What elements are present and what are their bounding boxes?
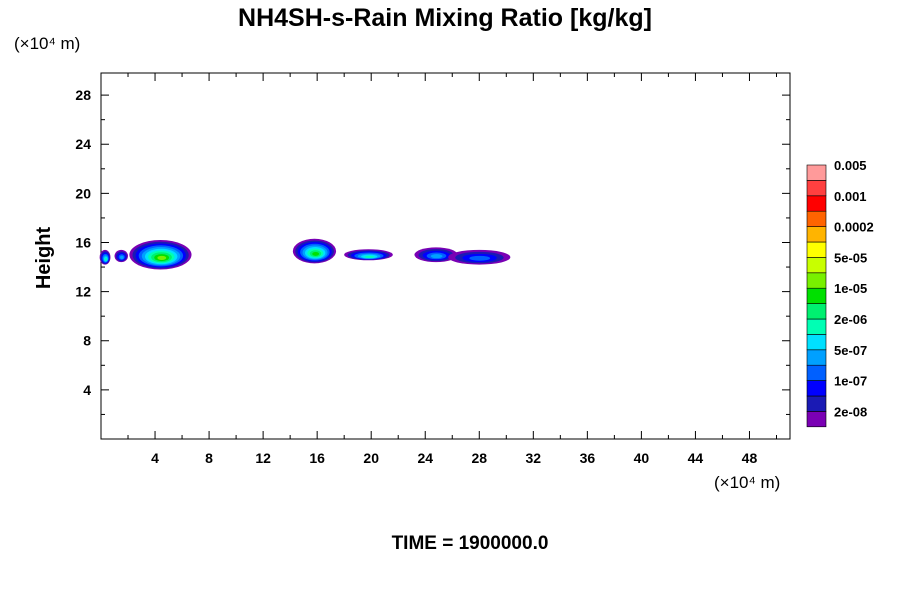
- colorbar-swatch: [806, 380, 827, 397]
- x-tick-label: 12: [255, 450, 271, 466]
- colorbar-swatch: [806, 287, 827, 304]
- colorbar-swatch: [806, 349, 827, 366]
- x-unit-label: (×10⁴ m): [714, 473, 780, 492]
- colorbar-label: 2e-06: [834, 312, 867, 327]
- y-axis-label: Height: [33, 227, 55, 290]
- contour-level: [104, 257, 108, 261]
- colorbar-swatch: [806, 257, 827, 274]
- contour-level: [430, 254, 443, 259]
- contour-level: [312, 251, 320, 256]
- colorbar-swatch: [806, 241, 827, 258]
- colorbar-swatch: [806, 195, 827, 212]
- colorbar-label: 0.005: [834, 158, 867, 173]
- x-tick-label: 24: [417, 450, 433, 466]
- x-tick-label: 48: [742, 450, 758, 466]
- y-tick-label: 12: [75, 284, 91, 300]
- contour-blob: [114, 249, 129, 263]
- colorbar-swatch: [806, 272, 827, 289]
- x-tick-label: 44: [688, 450, 704, 466]
- colorbar-swatch: [806, 364, 827, 381]
- colorbar-swatch: [806, 303, 827, 320]
- colorbar-swatch: [806, 395, 827, 412]
- colorbar-label: 0.001: [834, 189, 867, 204]
- y-unit-label: (×10⁴ m): [14, 34, 80, 53]
- contour-blob: [414, 247, 458, 263]
- colorbar-swatch: [806, 164, 827, 181]
- chart-title: NH4SH-s-Rain Mixing Ratio [kg/kg]: [238, 4, 652, 32]
- colorbar-label: 1e-07: [834, 374, 867, 389]
- colorbar-swatch: [806, 334, 827, 351]
- colorbar-swatch: [806, 226, 827, 243]
- contour-features: [99, 238, 511, 270]
- colorbar-label: 2e-08: [834, 404, 867, 419]
- colorbar-swatch: [806, 180, 827, 197]
- colorbar-label: 1e-05: [834, 281, 867, 296]
- colorbar-label: 5e-07: [834, 343, 867, 358]
- x-tick-label: 28: [471, 450, 487, 466]
- x-tick-label: 8: [205, 450, 213, 466]
- x-tick-label: 32: [526, 450, 542, 466]
- contour-blob: [448, 249, 511, 265]
- x-tick-label: 40: [634, 450, 650, 466]
- colorbar-label: 5e-05: [834, 250, 867, 265]
- contour-blob: [344, 249, 393, 261]
- y-tick-label: 28: [75, 87, 91, 103]
- contour-level: [364, 255, 375, 258]
- contour-blob: [99, 249, 111, 265]
- contour-blob: [292, 238, 337, 264]
- x-tick-label: 36: [580, 450, 596, 466]
- contour-level: [120, 255, 124, 260]
- colorbar-swatch: [806, 318, 827, 335]
- x-tick-label: 16: [309, 450, 325, 466]
- colorbar-swatch: [806, 411, 827, 428]
- colorbar-label: 0.0002: [834, 220, 874, 235]
- y-tick-label: 8: [83, 333, 91, 349]
- time-label: TIME = 1900000.0: [392, 533, 549, 554]
- contour-level: [469, 255, 491, 261]
- colorbar-swatch: [806, 210, 827, 227]
- y-tick-label: 16: [75, 234, 91, 250]
- y-tick-label: 4: [83, 382, 91, 398]
- contour-blob: [129, 240, 192, 270]
- colorbar: 2e-08 1e-07 5e-07 2e-06 1e-05 5e-05 0.0002 0.00…: [806, 158, 874, 428]
- y-tick-label: 24: [75, 136, 91, 152]
- x-tick-label: 4: [151, 450, 159, 466]
- contour-level: [157, 255, 167, 261]
- x-tick-label: 20: [363, 450, 379, 466]
- y-tick-label: 20: [75, 185, 91, 201]
